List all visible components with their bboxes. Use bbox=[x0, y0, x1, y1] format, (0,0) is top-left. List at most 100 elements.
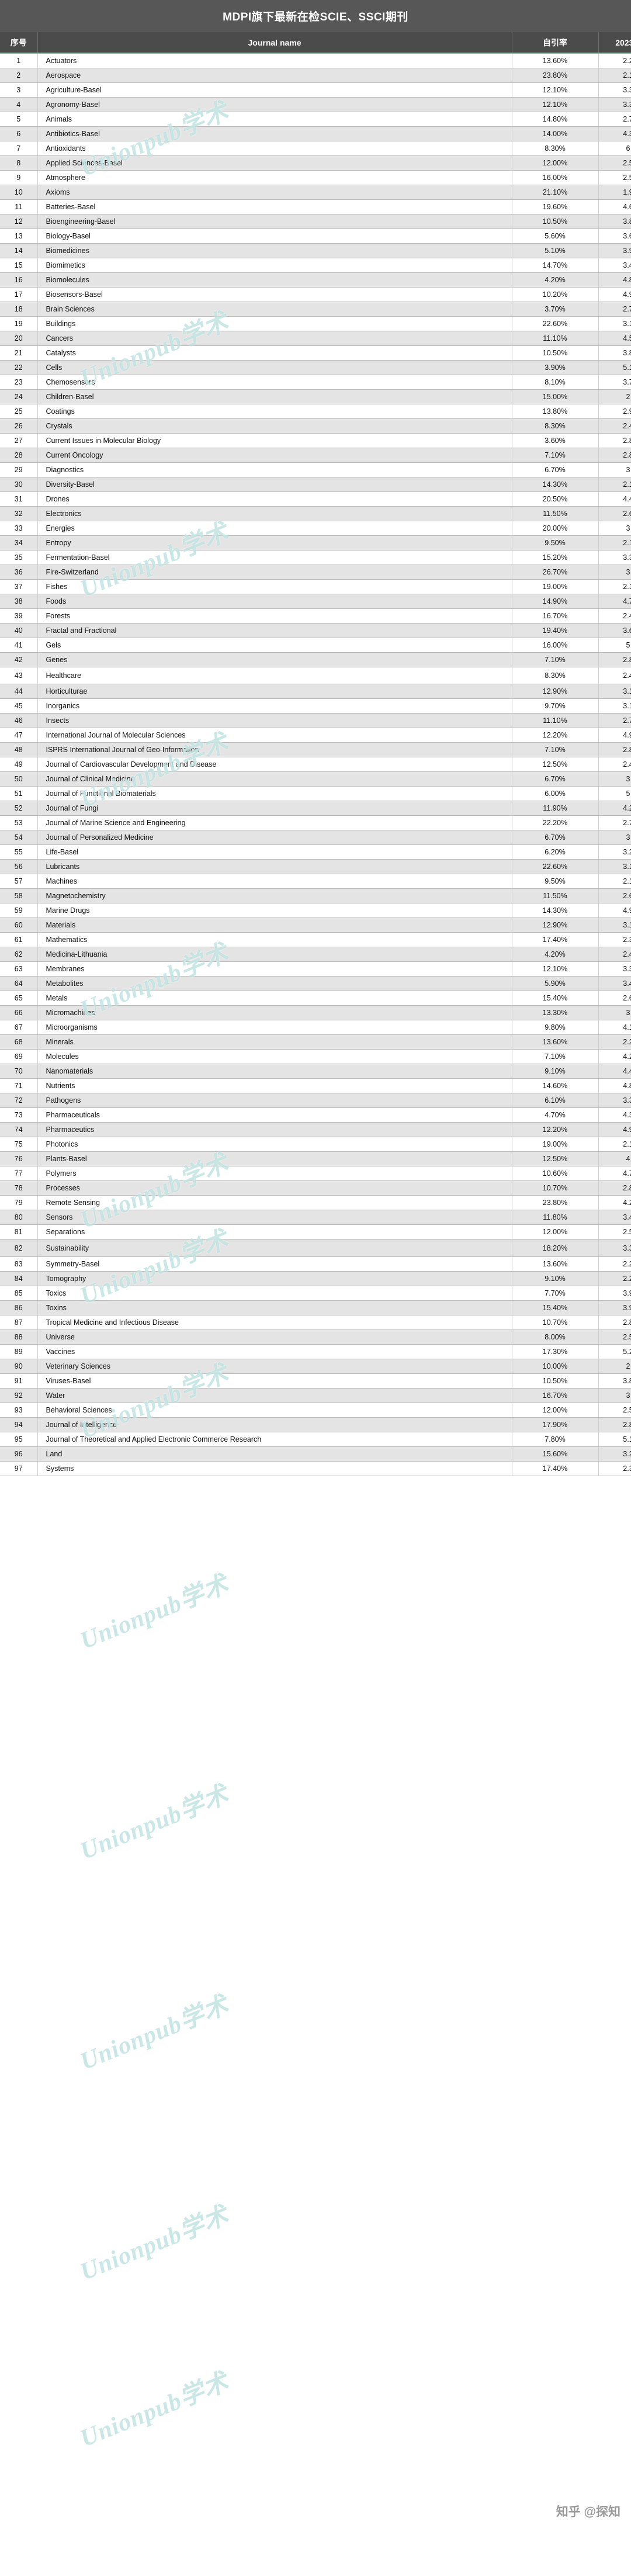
cell-index: 93 bbox=[0, 1403, 38, 1418]
cell-impact-factor: 3.1 bbox=[598, 917, 631, 933]
cell-impact-factor: 3.8 bbox=[598, 1373, 631, 1389]
cell-journal-name: Coatings bbox=[37, 404, 512, 419]
cell-journal-name: Behavioral Sciences bbox=[37, 1403, 512, 1418]
cell-journal-name: Metabolites bbox=[37, 976, 512, 992]
cell-index: 78 bbox=[0, 1180, 38, 1196]
cell-self-citation: 15.00% bbox=[512, 389, 599, 404]
cell-journal-name: Lubricants bbox=[37, 859, 512, 875]
table-body: 1Actuators13.60%2.22区3区2Aerospace23.80%2… bbox=[0, 53, 631, 1476]
cell-journal-name: Agronomy-Basel bbox=[37, 97, 512, 112]
cell-index: 36 bbox=[0, 565, 38, 580]
cell-impact-factor: 2.4 bbox=[598, 418, 631, 434]
cell-index: 61 bbox=[0, 932, 38, 948]
cell-self-citation: 10.50% bbox=[512, 345, 599, 361]
cell-journal-name: Journal of Clinical Medicine bbox=[37, 771, 512, 787]
cell-self-citation: 9.80% bbox=[512, 1020, 599, 1036]
cell-self-citation: 13.60% bbox=[512, 1256, 599, 1272]
cell-index: 56 bbox=[0, 859, 38, 875]
cell-impact-factor: 3 bbox=[598, 1388, 631, 1403]
table-row: 27 Current Issues in Molecular Biology 3.6… bbox=[0, 433, 631, 448]
cell-journal-name: ISPRS International Journal of Geo-Infor… bbox=[37, 742, 512, 758]
cell-self-citation: 6.70% bbox=[512, 830, 599, 846]
cell-journal-name: Materials bbox=[37, 917, 512, 933]
column-header-selfcite: 自引率 bbox=[512, 32, 599, 54]
cell-journal-name: Catalysts bbox=[37, 345, 512, 361]
cell-index: 8 bbox=[0, 155, 38, 171]
zhihu-watermark: 知乎 @探知 bbox=[556, 2505, 620, 2519]
cell-journal-name: Cells bbox=[37, 360, 512, 375]
cell-index: 30 bbox=[0, 477, 38, 492]
cell-index: 73 bbox=[0, 1107, 38, 1123]
cell-impact-factor: 3 bbox=[598, 521, 631, 536]
cell-impact-factor: 4.9 bbox=[598, 287, 631, 302]
cell-impact-factor: 4.9 bbox=[598, 903, 631, 919]
cell-self-citation: 13.60% bbox=[512, 53, 599, 68]
cell-impact-factor: 4.4 bbox=[598, 491, 631, 507]
cell-self-citation: 12.00% bbox=[512, 1224, 599, 1240]
cell-self-citation: 8.30% bbox=[512, 418, 599, 434]
cell-impact-factor: 2.3 bbox=[598, 932, 631, 948]
cell-self-citation: 12.00% bbox=[512, 1403, 599, 1418]
cell-index: 60 bbox=[0, 917, 38, 933]
cell-self-citation: 20.00% bbox=[512, 521, 599, 536]
cell-index: 25 bbox=[0, 404, 38, 419]
cell-self-citation: 7.10% bbox=[512, 1049, 599, 1065]
cell-index: 26 bbox=[0, 418, 38, 434]
cell-impact-factor: 2.8 bbox=[598, 1315, 631, 1330]
header-row: 序号 Journal name 自引率 2023IF JCR分区 中科院分区 备… bbox=[0, 32, 631, 54]
cell-index: 97 bbox=[0, 1461, 38, 1476]
column-header-if: 2023IF bbox=[598, 32, 631, 54]
cell-impact-factor: 4.7 bbox=[598, 1166, 631, 1182]
cell-index: 58 bbox=[0, 888, 38, 904]
cell-journal-name: Gels bbox=[37, 638, 512, 653]
cell-index: 68 bbox=[0, 1034, 38, 1050]
cell-journal-name: Energies bbox=[37, 521, 512, 536]
cell-journal-name: Plants-Basel bbox=[37, 1151, 512, 1167]
unionpub-watermark: Unionpub学术 bbox=[76, 1570, 233, 1655]
cell-impact-factor: 2.6 bbox=[598, 506, 631, 521]
cell-impact-factor: 3.3 bbox=[598, 97, 631, 112]
cell-impact-factor: 2.8 bbox=[598, 433, 631, 448]
cell-journal-name: Journal of Marine Science and Engineerin… bbox=[37, 815, 512, 831]
cell-index: 81 bbox=[0, 1224, 38, 1240]
page-title-bar: MDPI旗下最新在检SCIE、SSCI期刊 bbox=[0, 0, 631, 32]
cell-journal-name: Nanomaterials bbox=[37, 1064, 512, 1079]
cell-impact-factor: 4.4 bbox=[598, 1064, 631, 1079]
cell-journal-name: Sustainability bbox=[37, 1239, 512, 1257]
cell-journal-name: Tomography bbox=[37, 1271, 512, 1286]
cell-impact-factor: 4.9 bbox=[598, 728, 631, 743]
cell-index: 90 bbox=[0, 1359, 38, 1374]
cell-self-citation: 7.70% bbox=[512, 1286, 599, 1301]
cell-self-citation: 17.30% bbox=[512, 1344, 599, 1359]
cell-index: 41 bbox=[0, 638, 38, 653]
cell-index: 88 bbox=[0, 1329, 38, 1345]
cell-index: 55 bbox=[0, 844, 38, 860]
cell-index: 92 bbox=[0, 1388, 38, 1403]
cell-journal-name: Minerals bbox=[37, 1034, 512, 1050]
column-header-name: Journal name bbox=[37, 32, 512, 54]
cell-impact-factor: 3.3 bbox=[598, 550, 631, 565]
cell-journal-name: Machines bbox=[37, 874, 512, 889]
cell-journal-name: Fractal and Fractional bbox=[37, 623, 512, 638]
cell-impact-factor: 5.1 bbox=[598, 1432, 631, 1447]
cell-impact-factor: 2.2 bbox=[598, 1034, 631, 1050]
cell-journal-name: Children-Basel bbox=[37, 389, 512, 404]
cell-index: 51 bbox=[0, 786, 38, 802]
cell-journal-name: Photonics bbox=[37, 1137, 512, 1152]
